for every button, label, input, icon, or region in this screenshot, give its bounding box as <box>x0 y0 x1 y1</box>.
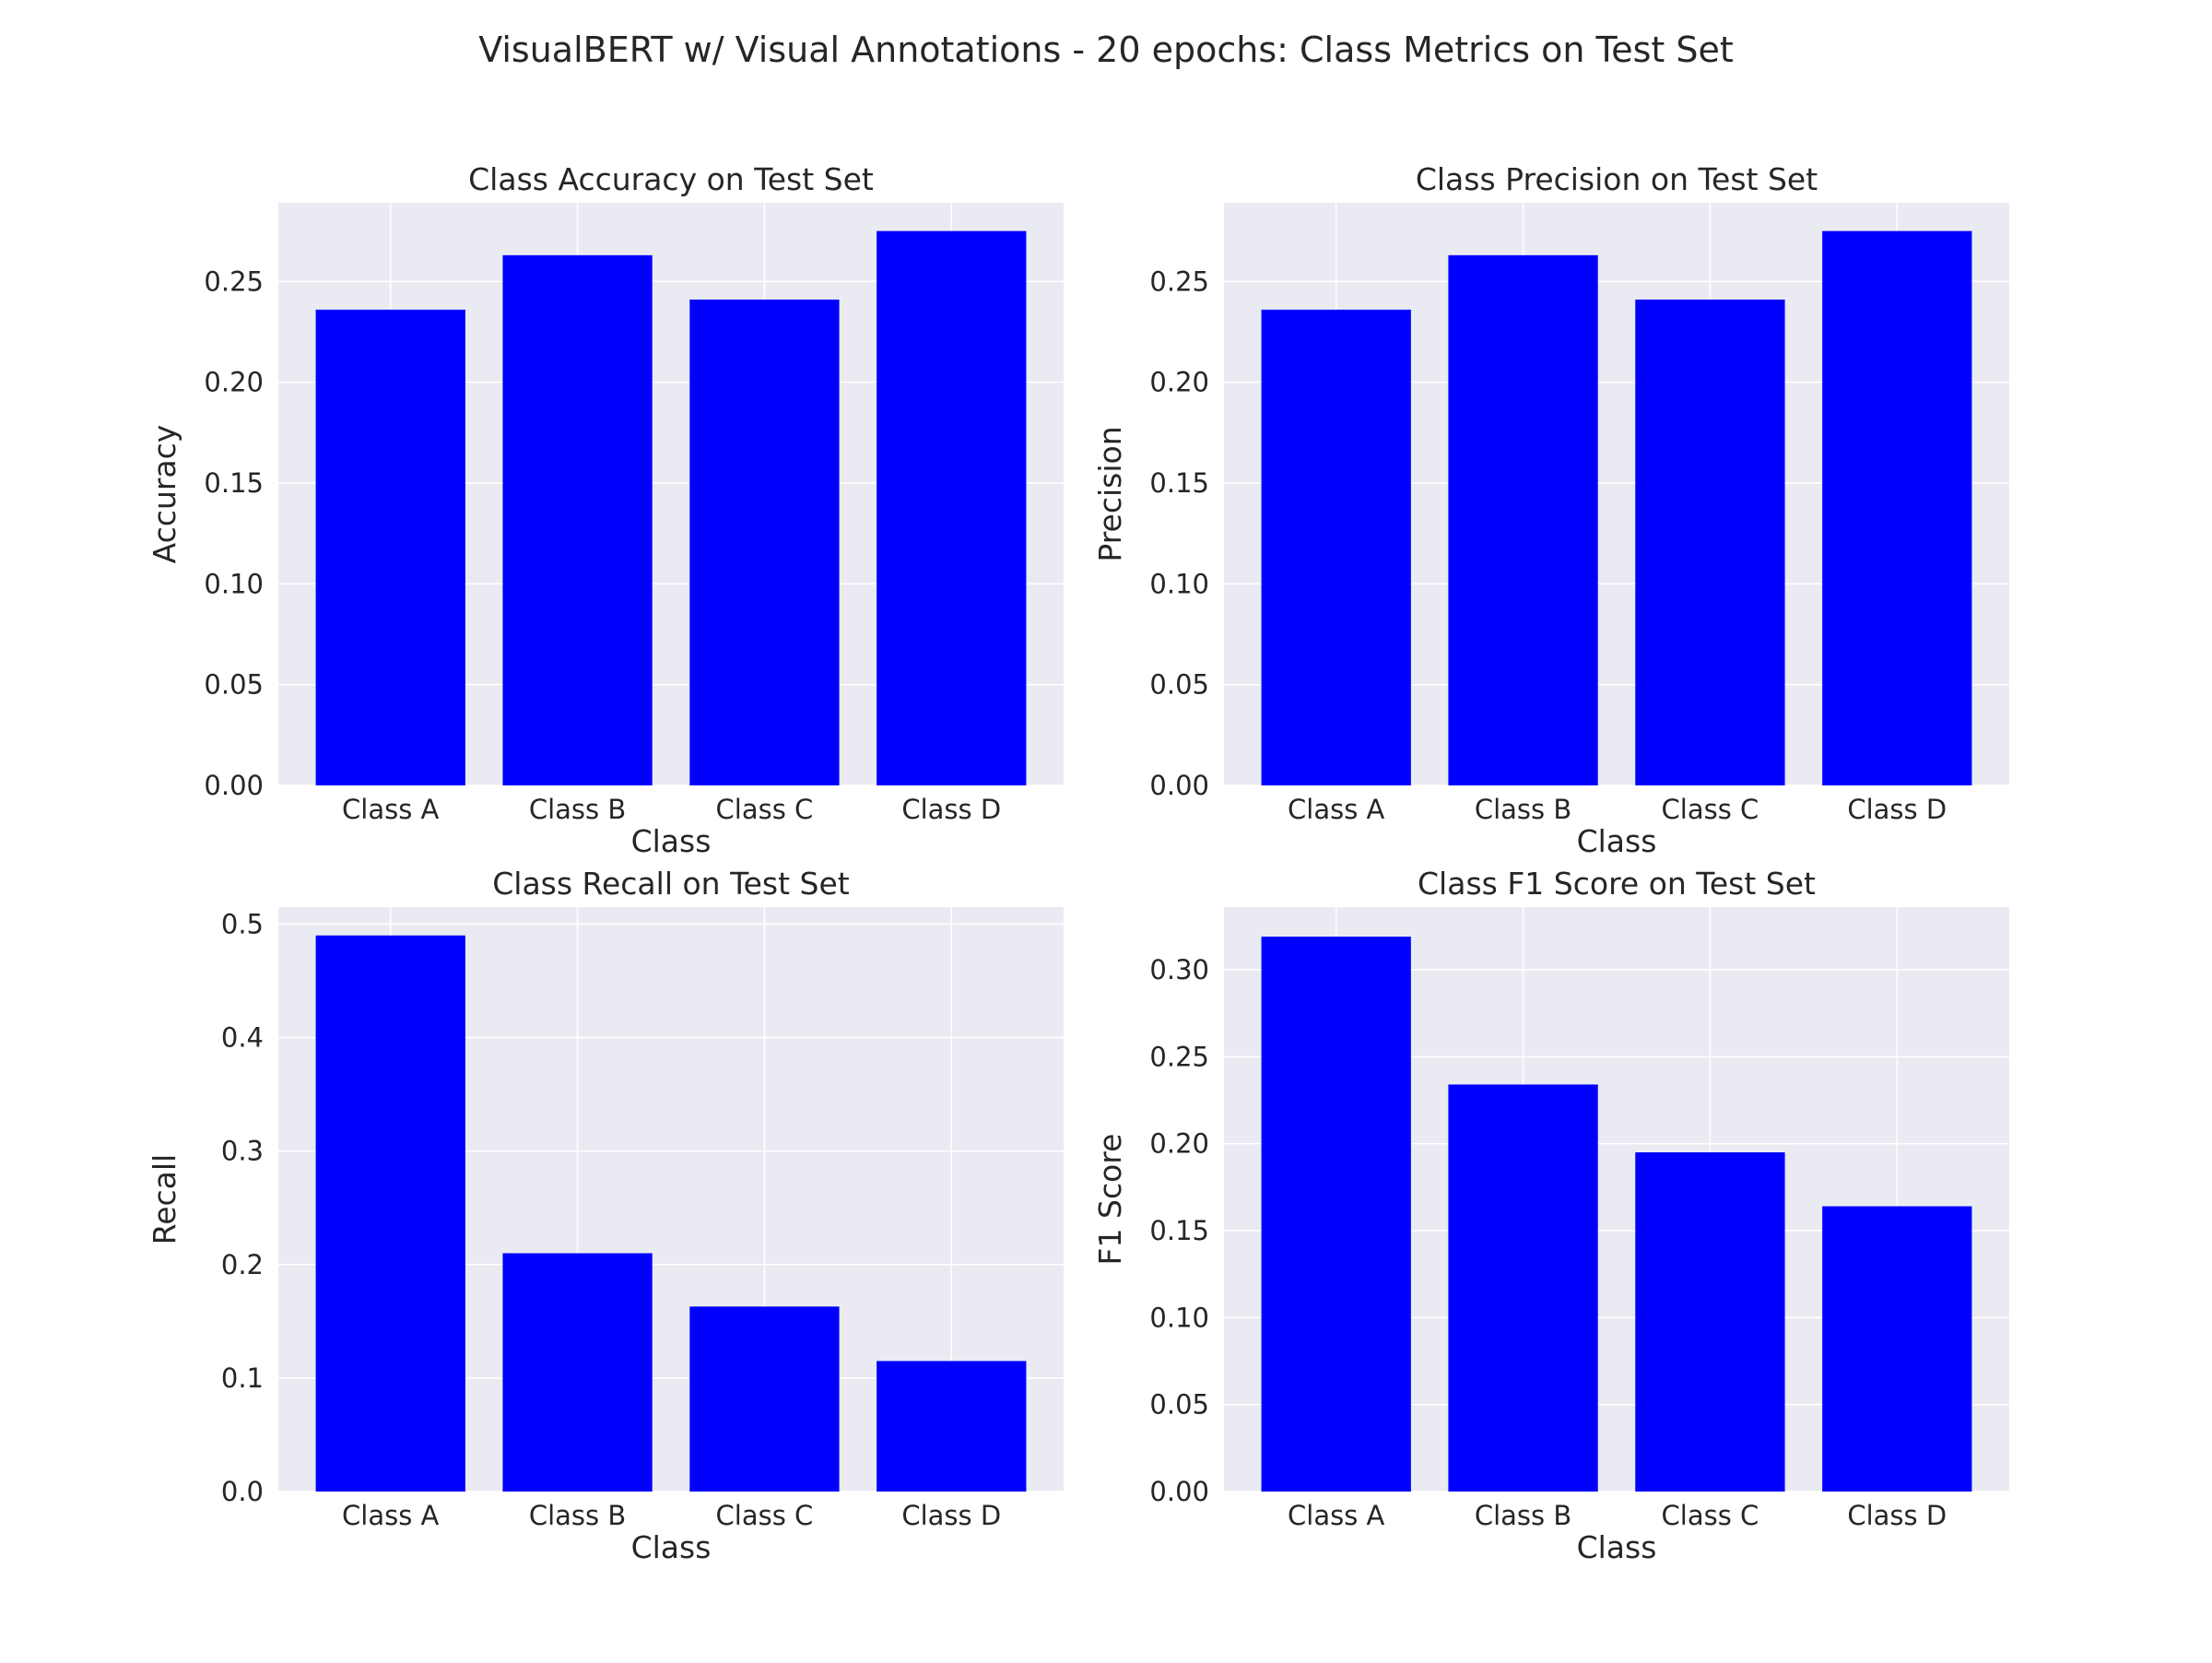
subplot-title: Class Recall on Test Set <box>492 866 850 902</box>
y-tick-label: 0.25 <box>1149 265 1209 297</box>
y-axis-label: Recall <box>147 1154 182 1244</box>
y-tick-label: 0.10 <box>204 568 264 599</box>
bar-accuracy-class-a <box>315 309 465 786</box>
y-tick-label: 0.10 <box>1149 1302 1209 1333</box>
y-tick-label: 0.00 <box>1149 1476 1209 1507</box>
y-tick-label: 0.5 <box>221 908 264 939</box>
x-tick-label: Class A <box>342 1500 440 1531</box>
bar-f1-score-class-d <box>1822 1206 1972 1492</box>
x-tick-label: Class C <box>1662 1500 1759 1531</box>
bar-precision-class-c <box>1635 299 1785 785</box>
figure-suptitle: VisualBERT w/ Visual Annotations - 20 ep… <box>478 29 1734 70</box>
y-tick-label: 0.05 <box>204 669 264 701</box>
bar-f1-score-class-b <box>1448 1084 1598 1492</box>
y-tick-label: 0.30 <box>1149 954 1209 985</box>
y-tick-label: 0.20 <box>1149 1128 1209 1160</box>
subplot-title: Class F1 Score on Test Set <box>1418 866 1816 902</box>
y-tick-label: 0.00 <box>204 770 264 801</box>
subplot-title: Class Accuracy on Test Set <box>468 161 874 197</box>
bar-accuracy-class-b <box>502 254 653 785</box>
bar-recall-class-b <box>502 1253 653 1492</box>
y-tick-label: 0.4 <box>221 1022 264 1054</box>
x-tick-label: Class C <box>716 794 814 825</box>
x-axis-label: Class <box>631 1529 712 1565</box>
x-axis-label: Class <box>1577 1529 1657 1565</box>
y-tick-label: 0.00 <box>1149 770 1209 801</box>
x-tick-label: Class B <box>529 794 626 825</box>
y-tick-label: 0.15 <box>1149 1215 1209 1246</box>
bar-recall-class-a <box>315 935 465 1492</box>
bar-precision-class-b <box>1448 254 1598 785</box>
x-axis-label: Class <box>1577 823 1657 859</box>
y-tick-label: 0.05 <box>1149 1389 1209 1421</box>
y-tick-label: 0.10 <box>1149 568 1209 599</box>
bar-precision-class-a <box>1261 309 1411 786</box>
x-tick-label: Class A <box>342 794 440 825</box>
y-tick-label: 0.0 <box>221 1476 264 1507</box>
x-tick-label: Class A <box>1288 794 1385 825</box>
y-tick-label: 0.2 <box>221 1249 264 1280</box>
y-tick-label: 0.3 <box>221 1136 264 1167</box>
x-tick-label: Class D <box>901 794 1001 825</box>
bar-accuracy-class-d <box>877 230 1027 786</box>
bar-accuracy-class-c <box>689 299 840 785</box>
subplot-title: Class Precision on Test Set <box>1416 161 1818 197</box>
y-axis-label: Precision <box>1092 426 1128 561</box>
x-tick-label: Class D <box>901 1500 1001 1531</box>
x-tick-label: Class B <box>1475 794 1571 825</box>
x-tick-label: Class A <box>1288 1500 1385 1531</box>
x-tick-label: Class D <box>1847 1500 1947 1531</box>
x-axis-label: Class <box>631 823 712 859</box>
y-tick-label: 0.25 <box>204 265 264 297</box>
y-tick-label: 0.15 <box>204 467 264 499</box>
bar-f1-score-class-a <box>1261 937 1411 1492</box>
x-tick-label: Class B <box>1475 1500 1571 1531</box>
y-tick-label: 0.1 <box>221 1362 264 1394</box>
x-tick-label: Class C <box>716 1500 814 1531</box>
y-tick-label: 0.25 <box>1149 1041 1209 1072</box>
y-tick-label: 0.20 <box>204 367 264 398</box>
subplot-f1-score: 0.00 0.05 0.10 0.15 0.20 0.25 0.30 Class A Class… <box>1092 866 2009 1565</box>
bar-precision-class-d <box>1822 230 1972 786</box>
y-tick-label: 0.20 <box>1149 367 1209 398</box>
bar-f1-score-class-c <box>1635 1152 1785 1492</box>
bar-recall-class-d <box>877 1361 1027 1492</box>
y-axis-label: F1 Score <box>1092 1134 1128 1266</box>
y-tick-label: 0.05 <box>1149 669 1209 701</box>
y-tick-label: 0.15 <box>1149 467 1209 499</box>
bar-recall-class-c <box>689 1306 840 1492</box>
y-axis-label: Accuracy <box>147 425 182 564</box>
x-tick-label: Class C <box>1662 794 1759 825</box>
x-tick-label: Class B <box>529 1500 626 1531</box>
x-tick-label: Class D <box>1847 794 1947 825</box>
